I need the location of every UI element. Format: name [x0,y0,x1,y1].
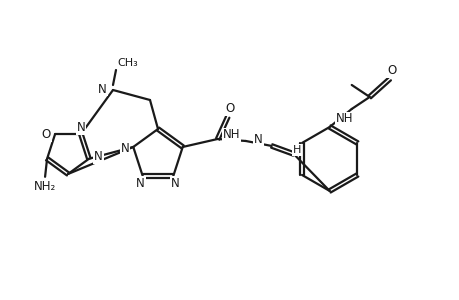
Text: N: N [98,82,107,95]
Text: O: O [42,128,51,141]
Text: N: N [254,134,263,146]
Text: H: H [292,145,300,155]
Text: N: N [120,142,129,155]
Text: N: N [171,176,179,190]
Text: N: N [136,176,145,190]
Text: N: N [76,121,85,134]
Text: CH₃: CH₃ [117,58,137,68]
Text: O: O [386,64,396,77]
Text: O: O [224,103,234,116]
Text: N: N [94,150,102,163]
Text: NH₂: NH₂ [34,180,56,193]
Text: NH: NH [335,112,353,125]
Text: NH: NH [223,128,240,142]
